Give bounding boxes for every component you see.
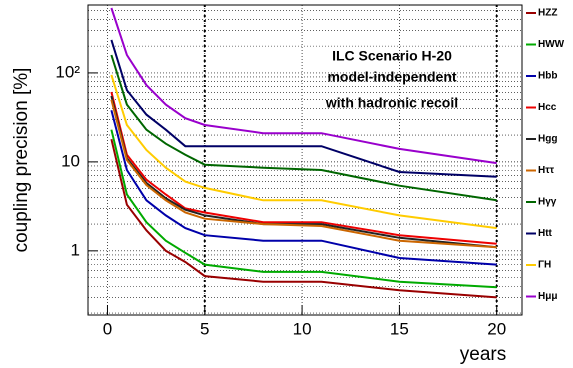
legend-label: Hgg — [538, 134, 557, 145]
series-line — [110, 129, 497, 289]
plot-frame — [87, 4, 523, 316]
series-line — [110, 74, 497, 230]
legend-label: HWW — [538, 39, 565, 50]
series-line — [110, 95, 497, 249]
legend-label: Hbb — [538, 71, 557, 82]
y-tick-label: 10 — [61, 151, 80, 170]
x-tick-label: 5 — [200, 319, 209, 338]
legend-label: Hγγ — [538, 197, 557, 208]
y-tick-label: 10² — [55, 62, 80, 81]
annotation: ILC Scenario H-20 — [332, 48, 452, 64]
legend-label: ΓH — [538, 260, 551, 271]
legend-label: Hcc — [538, 102, 557, 113]
series-line — [110, 138, 497, 299]
annotation: with hadronic recoil — [325, 95, 458, 111]
y-tick-label: 1 — [71, 240, 80, 259]
x-tick-label: 0 — [103, 319, 112, 338]
legend-label: Hττ — [538, 165, 555, 176]
series-line — [110, 39, 497, 178]
series-line — [110, 91, 497, 245]
x-tick-label: 20 — [487, 319, 506, 338]
legend-label: HZZ — [538, 8, 557, 19]
y-axis-label: coupling precision [%] — [11, 68, 32, 253]
x-tick-label: 10 — [293, 319, 312, 338]
series-line — [110, 110, 497, 266]
legend-label: Hμμ — [538, 291, 557, 302]
legend-label: Htt — [538, 228, 553, 239]
series-line — [110, 7, 497, 165]
x-tick-label: 15 — [390, 319, 409, 338]
x-axis-label: years — [460, 344, 506, 365]
series-line — [110, 99, 497, 249]
series-line — [110, 54, 497, 202]
